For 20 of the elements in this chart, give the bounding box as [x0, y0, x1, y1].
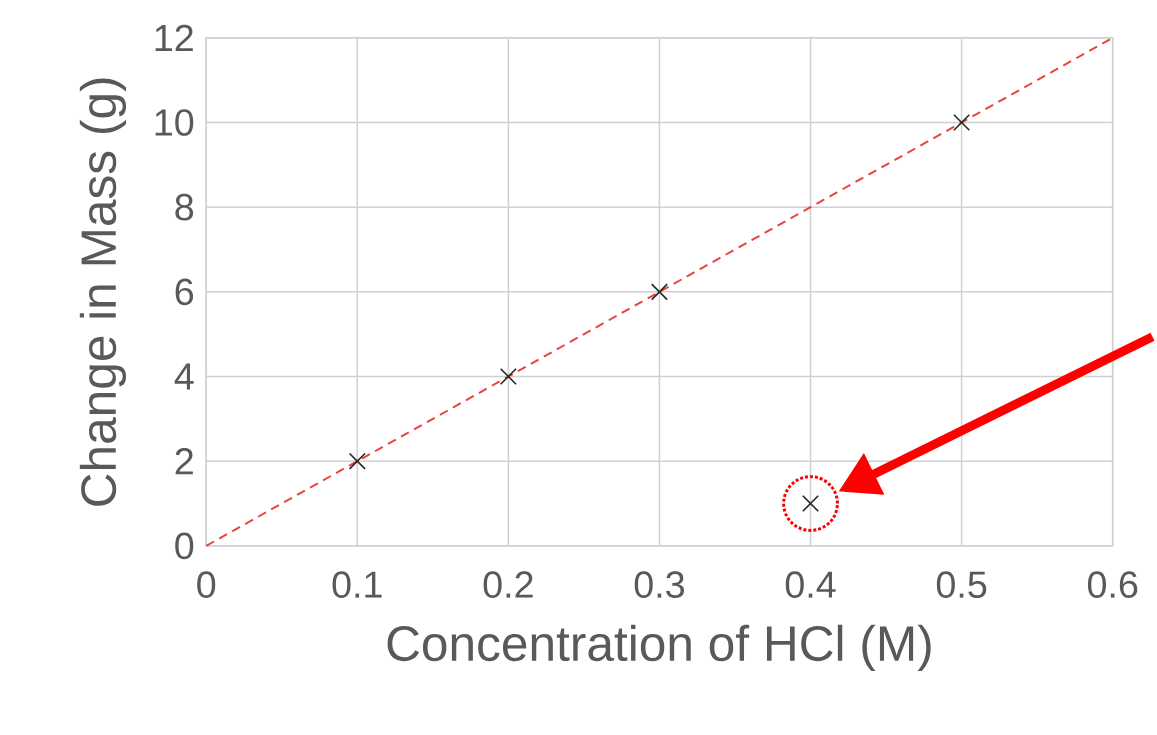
x-tick-label: 0.6	[1087, 571, 1138, 598]
y-tick-label: 0	[175, 532, 194, 560]
y-tick-label: 6	[175, 278, 194, 306]
point	[650, 283, 668, 301]
x-tick-label: 0	[197, 571, 216, 598]
y-tick-label: 10	[155, 109, 194, 136]
y-axis-title: Change in Mass (g)	[79, 78, 127, 506]
x-axis-title: Concentration of HCl (M)	[387, 624, 931, 671]
y-tick-label: 2	[175, 447, 193, 475]
point	[348, 452, 366, 470]
y-tick-label: 4	[174, 363, 194, 390]
point	[499, 367, 517, 385]
x-tick-label: 0.5	[936, 571, 987, 598]
x-tick-label: 0.3	[634, 571, 684, 598]
x-tick-label: 0.4	[785, 571, 836, 598]
x-tick-label: 0.2	[483, 571, 533, 598]
x-tick-label: 0.1	[332, 571, 382, 598]
y-tick-label: 12	[155, 24, 193, 51]
y-tick-label: 8	[175, 193, 194, 221]
point	[953, 113, 971, 131]
